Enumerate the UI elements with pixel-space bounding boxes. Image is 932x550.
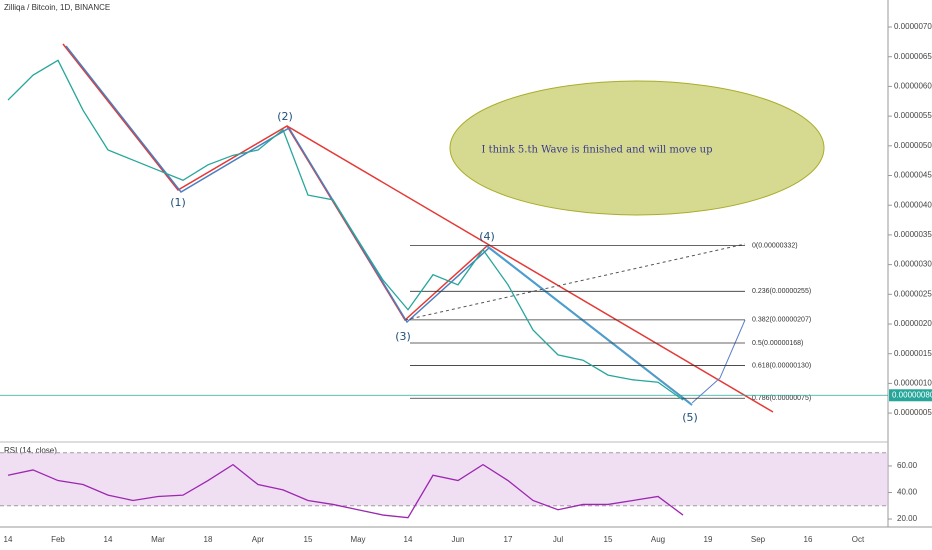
x-tick-label: Oct: [852, 535, 865, 544]
chart-title: Zilliqa / Bitcoin, 1D, BINANCE: [4, 3, 110, 12]
y-tick-label: 0.00000050: [894, 408, 932, 417]
last-price-label: 0.00000080: [892, 390, 932, 399]
x-tick-label: Mar: [151, 535, 165, 544]
x-tick-label: Aug: [651, 535, 665, 544]
x-tick-label: Sep: [751, 535, 766, 544]
x-tick-label: Apr: [252, 535, 265, 544]
x-tick-label: 14: [4, 535, 13, 544]
x-tick-label: Jun: [452, 535, 465, 544]
x-tick-label: 15: [304, 535, 313, 544]
wave-label: (5): [682, 411, 698, 424]
wave-label: (2): [277, 110, 293, 123]
dashed-line: [404, 243, 746, 321]
rsi-line: [7, 463, 684, 519]
x-tick-label: 19: [704, 535, 713, 544]
fib-label: 0.236(0.00000255): [752, 288, 811, 295]
price-line: [7, 59, 684, 401]
x-tick-label: May: [350, 535, 365, 544]
x-tick-label: Feb: [51, 535, 65, 544]
rsi-tick-label: 40.00: [897, 488, 918, 497]
fib-label: 0.786(0.00000075): [752, 395, 811, 402]
wave-label: (1): [170, 196, 186, 209]
price-axis: [888, 0, 932, 550]
fib-label: 0.382(0.00000207): [752, 317, 811, 324]
fib-label: 0.5(0.00000168): [752, 340, 803, 347]
trend-line: [286, 125, 774, 413]
annotation-ellipse: [449, 80, 825, 216]
rsi-label: RSI (14, close): [4, 446, 57, 455]
x-tick-label: 14: [404, 535, 413, 544]
wave-label: (3): [395, 330, 411, 343]
x-tick-label: Jul: [553, 535, 563, 544]
wave-label: (4): [479, 230, 495, 243]
x-tick-label: 16: [804, 535, 813, 544]
trend-line-blue: [486, 245, 693, 406]
annotation: I think 5.th Wave is finished and will m…: [481, 145, 712, 156]
fib-label: 0.618(0.00000130): [752, 362, 811, 369]
x-tick-label: 15: [604, 535, 613, 544]
x-tick-label: 17: [504, 535, 513, 544]
rsi-band: [0, 452, 888, 506]
rsi-tick-label: 60.00: [897, 461, 918, 470]
rsi-tick-label: 20.00: [897, 514, 918, 523]
last-price-box: [889, 389, 932, 402]
fib-label: 0(0.00000332): [752, 242, 798, 249]
x-tick-label: 18: [204, 535, 213, 544]
x-tick-label: 14: [104, 535, 113, 544]
projection-arrow: [691, 319, 746, 404]
